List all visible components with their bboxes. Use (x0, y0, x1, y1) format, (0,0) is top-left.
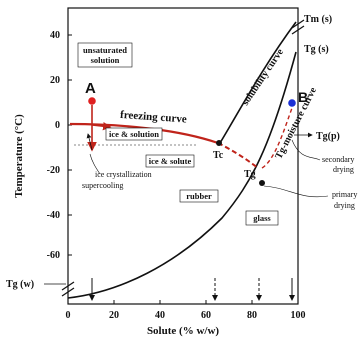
drying-path (261, 107, 293, 169)
region-ice-solute: ice & solute (149, 156, 192, 166)
y-tick-label: -20 (47, 165, 60, 176)
y-axis-title: Temperature (°C) (13, 114, 25, 198)
a-diag-arrow (91, 122, 112, 131)
plot-frame (67, 7, 299, 305)
ice-crystallization-label: ice crystallization (95, 170, 152, 179)
label-tg-p: Tg(p) (316, 131, 340, 142)
x-axis-title: Solute (% w/w) (147, 325, 219, 337)
x-tick-label: 80 (247, 310, 257, 321)
region-box (245, 210, 279, 226)
solubility-curve (219, 21, 297, 144)
region-box (179, 189, 219, 203)
y-tick-label: -60 (47, 250, 60, 261)
point-b (288, 99, 296, 107)
primary-drying-label: drying (334, 201, 355, 210)
solubility-curve-label: solubility curve (240, 46, 286, 107)
x-tick-label: 100 (291, 310, 306, 321)
region-solution: solution (91, 55, 120, 65)
axis-break-marks (61, 19, 305, 297)
y-tick-label: 0 (55, 120, 60, 131)
tg-moisture-curve-label: Tg-moisture curve (273, 85, 319, 161)
freezing-curve-extension (217, 142, 259, 169)
y-tick-label: -40 (47, 210, 60, 221)
label-tg-s: Tg (s) (304, 44, 329, 55)
y-tick-label: 20 (50, 75, 60, 86)
region-ice-solution: ice & solution (109, 129, 159, 139)
x-tick-label: 0 (66, 310, 71, 321)
x-axis-ticks (113, 300, 253, 304)
region-box (105, 127, 163, 141)
region-box (145, 154, 195, 168)
label-tg: Tg (244, 169, 256, 180)
region-rubber: rubber (186, 191, 212, 201)
region-unsaturated: unsaturated (83, 45, 127, 55)
label-b: B (298, 89, 308, 105)
secondary-drying-label: drying (333, 165, 354, 174)
point-a (88, 97, 96, 105)
ice-crystallization-leader (89, 153, 101, 175)
region-box (77, 42, 133, 68)
point-tc (216, 140, 222, 146)
y-tick-label: 40 (50, 30, 60, 41)
x-tick-label: 40 (155, 310, 165, 321)
primary-leader (263, 185, 329, 198)
secondary-drying-label: secondary (322, 155, 354, 164)
label-a: A (85, 80, 96, 97)
label-tc: Tc (213, 150, 224, 161)
tg-moisture-curve (67, 51, 297, 299)
point-tg-primary (259, 180, 265, 186)
a-back-arrow (86, 133, 93, 151)
label-tg-w: Tg (w) (6, 279, 34, 290)
freezing-curve-label: freezing curve (120, 109, 187, 126)
supercooling-label: supercooling (82, 181, 123, 190)
x-tick-label: 60 (201, 310, 211, 321)
label-tm-s: Tm (s) (304, 14, 332, 25)
x-tick-label: 20 (109, 310, 119, 321)
secondary-leader (291, 139, 321, 161)
primary-drying-label: primary (332, 190, 357, 199)
region-glass: glass (253, 213, 271, 223)
